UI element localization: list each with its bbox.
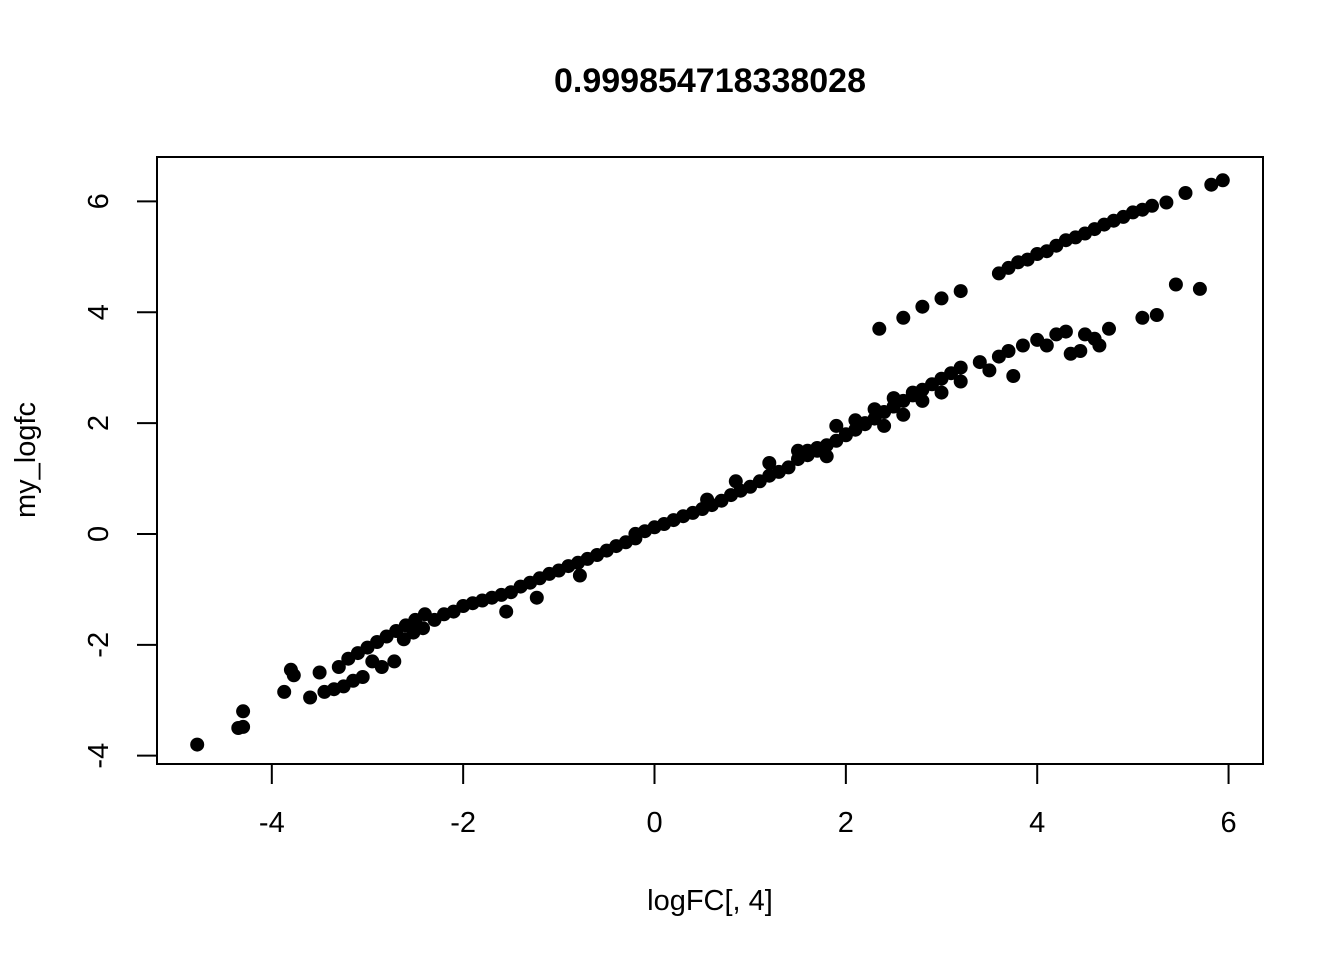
- data-point: [781, 460, 796, 475]
- data-point: [1001, 344, 1016, 358]
- x-tick-label: -2: [450, 807, 476, 839]
- data-point: [355, 670, 370, 684]
- data-point: [934, 385, 949, 400]
- data-point: [1215, 173, 1230, 188]
- data-point: [872, 321, 887, 336]
- data-point: [236, 719, 251, 734]
- data-point: [915, 393, 930, 408]
- data-point: [877, 418, 892, 433]
- y-tick-label: -2: [83, 632, 115, 658]
- data-point: [896, 310, 911, 325]
- x-tick-label: 6: [1220, 807, 1236, 839]
- data-point: [312, 665, 327, 680]
- data-point: [1058, 324, 1073, 339]
- x-axis-label: logFC[, 4]: [647, 885, 773, 917]
- data-point: [190, 737, 205, 752]
- data-point: [499, 604, 514, 619]
- data-point: [829, 418, 844, 433]
- data-point: [762, 456, 777, 470]
- x-tick-label: 0: [646, 807, 662, 839]
- data-point: [1204, 177, 1219, 192]
- data-point: [387, 654, 402, 669]
- chart-title: 0.999854718338028: [554, 62, 866, 100]
- data-point: [572, 568, 587, 583]
- data-point: [905, 385, 920, 400]
- data-point: [303, 690, 318, 705]
- data-point: [1092, 338, 1107, 353]
- data-point: [416, 621, 430, 636]
- data-point: [1015, 338, 1030, 353]
- data-point: [867, 402, 882, 417]
- x-tick-label: -4: [259, 807, 285, 839]
- data-points: [190, 173, 1230, 752]
- data-point: [1039, 338, 1054, 353]
- data-point: [1102, 321, 1116, 336]
- data-point: [800, 443, 815, 458]
- data-point: [972, 355, 987, 370]
- y-tick-label: 4: [83, 304, 115, 320]
- y-axis-label: my_logfc: [10, 402, 42, 518]
- data-point: [236, 704, 251, 719]
- data-point: [331, 660, 346, 674]
- data-point: [848, 413, 863, 428]
- data-point: [886, 391, 901, 406]
- data-point: [529, 590, 544, 605]
- data-point: [934, 291, 949, 306]
- data-point: [1168, 277, 1183, 292]
- y-tick-label: 0: [83, 526, 115, 542]
- data-point: [1135, 310, 1150, 325]
- data-point: [819, 449, 834, 464]
- data-point: [374, 660, 389, 674]
- data-point: [915, 299, 930, 314]
- y-tick-label: 2: [83, 415, 115, 431]
- data-point: [953, 374, 968, 389]
- data-point: [1149, 308, 1164, 322]
- y-tick-label: -4: [83, 743, 115, 769]
- data-point: [1159, 195, 1174, 210]
- data-point: [1178, 186, 1193, 200]
- x-axis: -4 -2 0 2 4 6: [259, 763, 1237, 839]
- data-point: [953, 284, 968, 299]
- data-point: [1073, 344, 1088, 358]
- data-point: [896, 407, 911, 422]
- y-tick-label: 6: [83, 193, 115, 209]
- x-tick-label: 2: [838, 807, 854, 839]
- x-tick-label: 4: [1029, 807, 1045, 839]
- data-point: [1145, 198, 1159, 213]
- data-point: [982, 363, 997, 378]
- data-point: [277, 684, 292, 699]
- data-point: [1192, 281, 1207, 296]
- data-point: [1006, 369, 1021, 383]
- data-point: [953, 360, 968, 375]
- data-point: [286, 668, 301, 683]
- y-axis: -4 -2 0 2 4 6: [83, 193, 158, 769]
- data-point: [838, 427, 853, 442]
